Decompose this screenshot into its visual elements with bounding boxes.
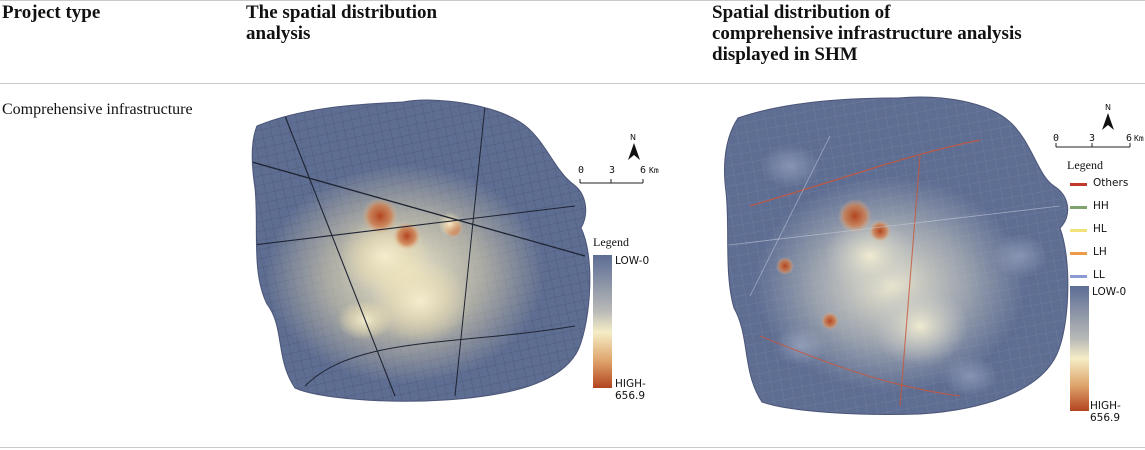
right-legend-title: Legend <box>1067 158 1103 172</box>
left-north-label: N <box>630 133 636 142</box>
class-swatch <box>1070 183 1087 186</box>
class-label: LH <box>1093 246 1107 258</box>
right-scale-tick-0: 0 <box>1053 133 1060 144</box>
right-scale-tick-3: 3 <box>1089 133 1096 144</box>
header-top-rule <box>0 0 1145 1</box>
header-bottom-rule <box>0 83 1145 84</box>
left-legend-title: Legend <box>593 235 629 249</box>
row-label-comprehensive-infrastructure: Comprehensive infrastructure <box>2 101 193 118</box>
header-project-type: Project type <box>2 2 100 23</box>
header-spatial-analysis: The spatial distribution analysis <box>246 2 437 44</box>
right-ramp-low-label: LOW-0 <box>1092 286 1127 298</box>
right-scale-unit: Km <box>1134 134 1144 143</box>
right-color-ramp <box>1070 286 1089 411</box>
class-swatch <box>1070 229 1087 232</box>
header-spatial-line-2: analysis <box>246 23 311 44</box>
header-shm-line-3: displayed in SHM <box>712 44 858 65</box>
class-swatch <box>1070 275 1087 278</box>
table-bottom-rule <box>0 447 1145 448</box>
shm-distribution-map-panel: 0 3 6 Km N Legend Others HH HL LH LL LOW… <box>720 96 1145 424</box>
spatial-distribution-map-panel: 0 3 6 Km N Legend LOW-0 HIGH-656.9 <box>245 96 665 412</box>
header-shm-line-2: comprehensive infrastructure analysis <box>712 23 1022 44</box>
class-label: HH <box>1093 200 1109 212</box>
left-scale-tick-0: 0 <box>578 165 585 176</box>
spatial-distribution-map <box>251 99 644 402</box>
left-color-ramp <box>593 255 612 388</box>
left-scale-tick-3: 3 <box>609 165 616 176</box>
right-map-shape <box>724 97 1068 415</box>
right-scale-tick-6: 6 <box>1126 133 1133 144</box>
left-north-arrow-icon <box>628 143 640 160</box>
class-label: Others <box>1093 177 1129 189</box>
left-ramp-high-label: HIGH-656.9 <box>615 378 646 402</box>
right-north-label: N <box>1105 103 1111 112</box>
shm-distribution-map <box>724 96 1131 415</box>
class-swatch <box>1070 252 1087 255</box>
left-ramp-low-label: LOW-0 <box>615 255 650 267</box>
right-ramp-high-label: HIGH-656.9 <box>1090 400 1121 424</box>
left-map-shape <box>252 100 590 402</box>
right-scale-bar <box>1055 143 1131 148</box>
class-swatch <box>1070 206 1087 209</box>
header-shm-analysis: Spatial distribution of comprehensive in… <box>712 2 1022 65</box>
class-label: LL <box>1093 269 1105 281</box>
header-project-type-text: Project type <box>2 2 101 23</box>
class-label: HL <box>1093 223 1107 235</box>
right-north-arrow-icon <box>1102 113 1114 130</box>
left-scale-unit: Km <box>649 166 659 175</box>
left-scale-tick-6: 6 <box>640 165 647 176</box>
header-shm-line-1: Spatial distribution of <box>712 2 891 23</box>
header-spatial-line-1: The spatial distribution <box>246 2 438 23</box>
left-scale-bar <box>579 179 644 184</box>
